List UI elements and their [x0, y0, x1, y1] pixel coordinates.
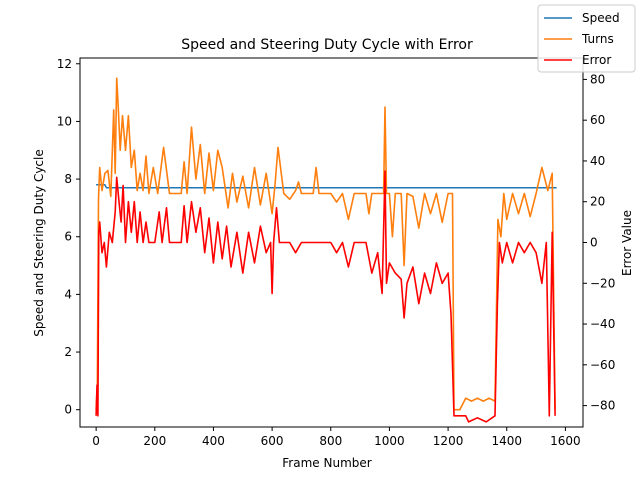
y-tick-label: 0: [64, 403, 72, 417]
series-line-turns: [95, 77, 556, 411]
x-tick-label: 400: [202, 434, 225, 448]
y2-tick-label: −20: [590, 276, 615, 290]
y-tick-label: 4: [64, 287, 72, 301]
series-lines: [95, 77, 557, 423]
y2-tick-label: 0: [590, 236, 598, 250]
legend-label-speed: Speed: [582, 11, 620, 25]
y2-tick-label: −60: [590, 358, 615, 372]
series-line-error: [95, 170, 556, 423]
y-tick-label: 8: [64, 172, 72, 186]
y-tick-label: 6: [64, 230, 72, 244]
y2-axis-title: Error Value: [620, 210, 634, 276]
legend-label-turns: Turns: [581, 32, 614, 46]
x-tick-label: 800: [319, 434, 342, 448]
x-tick-label: 0: [92, 434, 100, 448]
y2-tick-label: 40: [590, 154, 605, 168]
x-tick-label: 600: [261, 434, 284, 448]
y2-tick-label: 20: [590, 195, 605, 209]
axes: 0 200 400 600 800 1000 1200 1400 1600024681012−8…: [57, 57, 616, 448]
x-tick-label: 1600: [550, 434, 581, 448]
y2-tick-label: −40: [590, 317, 615, 331]
y-axis-title: Speed and Steering Duty Cycle: [32, 149, 46, 336]
y-tick-label: 10: [57, 114, 72, 128]
legend-label-error: Error: [582, 53, 611, 67]
y2-tick-label: 60: [590, 113, 605, 127]
x-axis-title: Frame Number: [282, 456, 371, 470]
y-tick-label: 2: [64, 345, 72, 359]
legend-box: [537, 4, 636, 73]
y2-tick-label: −80: [590, 399, 615, 413]
x-tick-label: 1400: [491, 434, 522, 448]
x-tick-label: 1000: [374, 434, 405, 448]
x-tick-label: 1200: [433, 434, 464, 448]
legend: Speed Turns Error: [537, 4, 636, 73]
chart-title: Speed and Steering Duty Cycle with Error: [181, 37, 473, 53]
x-tick-label: 200: [143, 434, 166, 448]
y2-tick-label: 80: [590, 72, 605, 86]
series-line-speed: [96, 184, 557, 189]
y-tick-label: 12: [57, 57, 72, 71]
